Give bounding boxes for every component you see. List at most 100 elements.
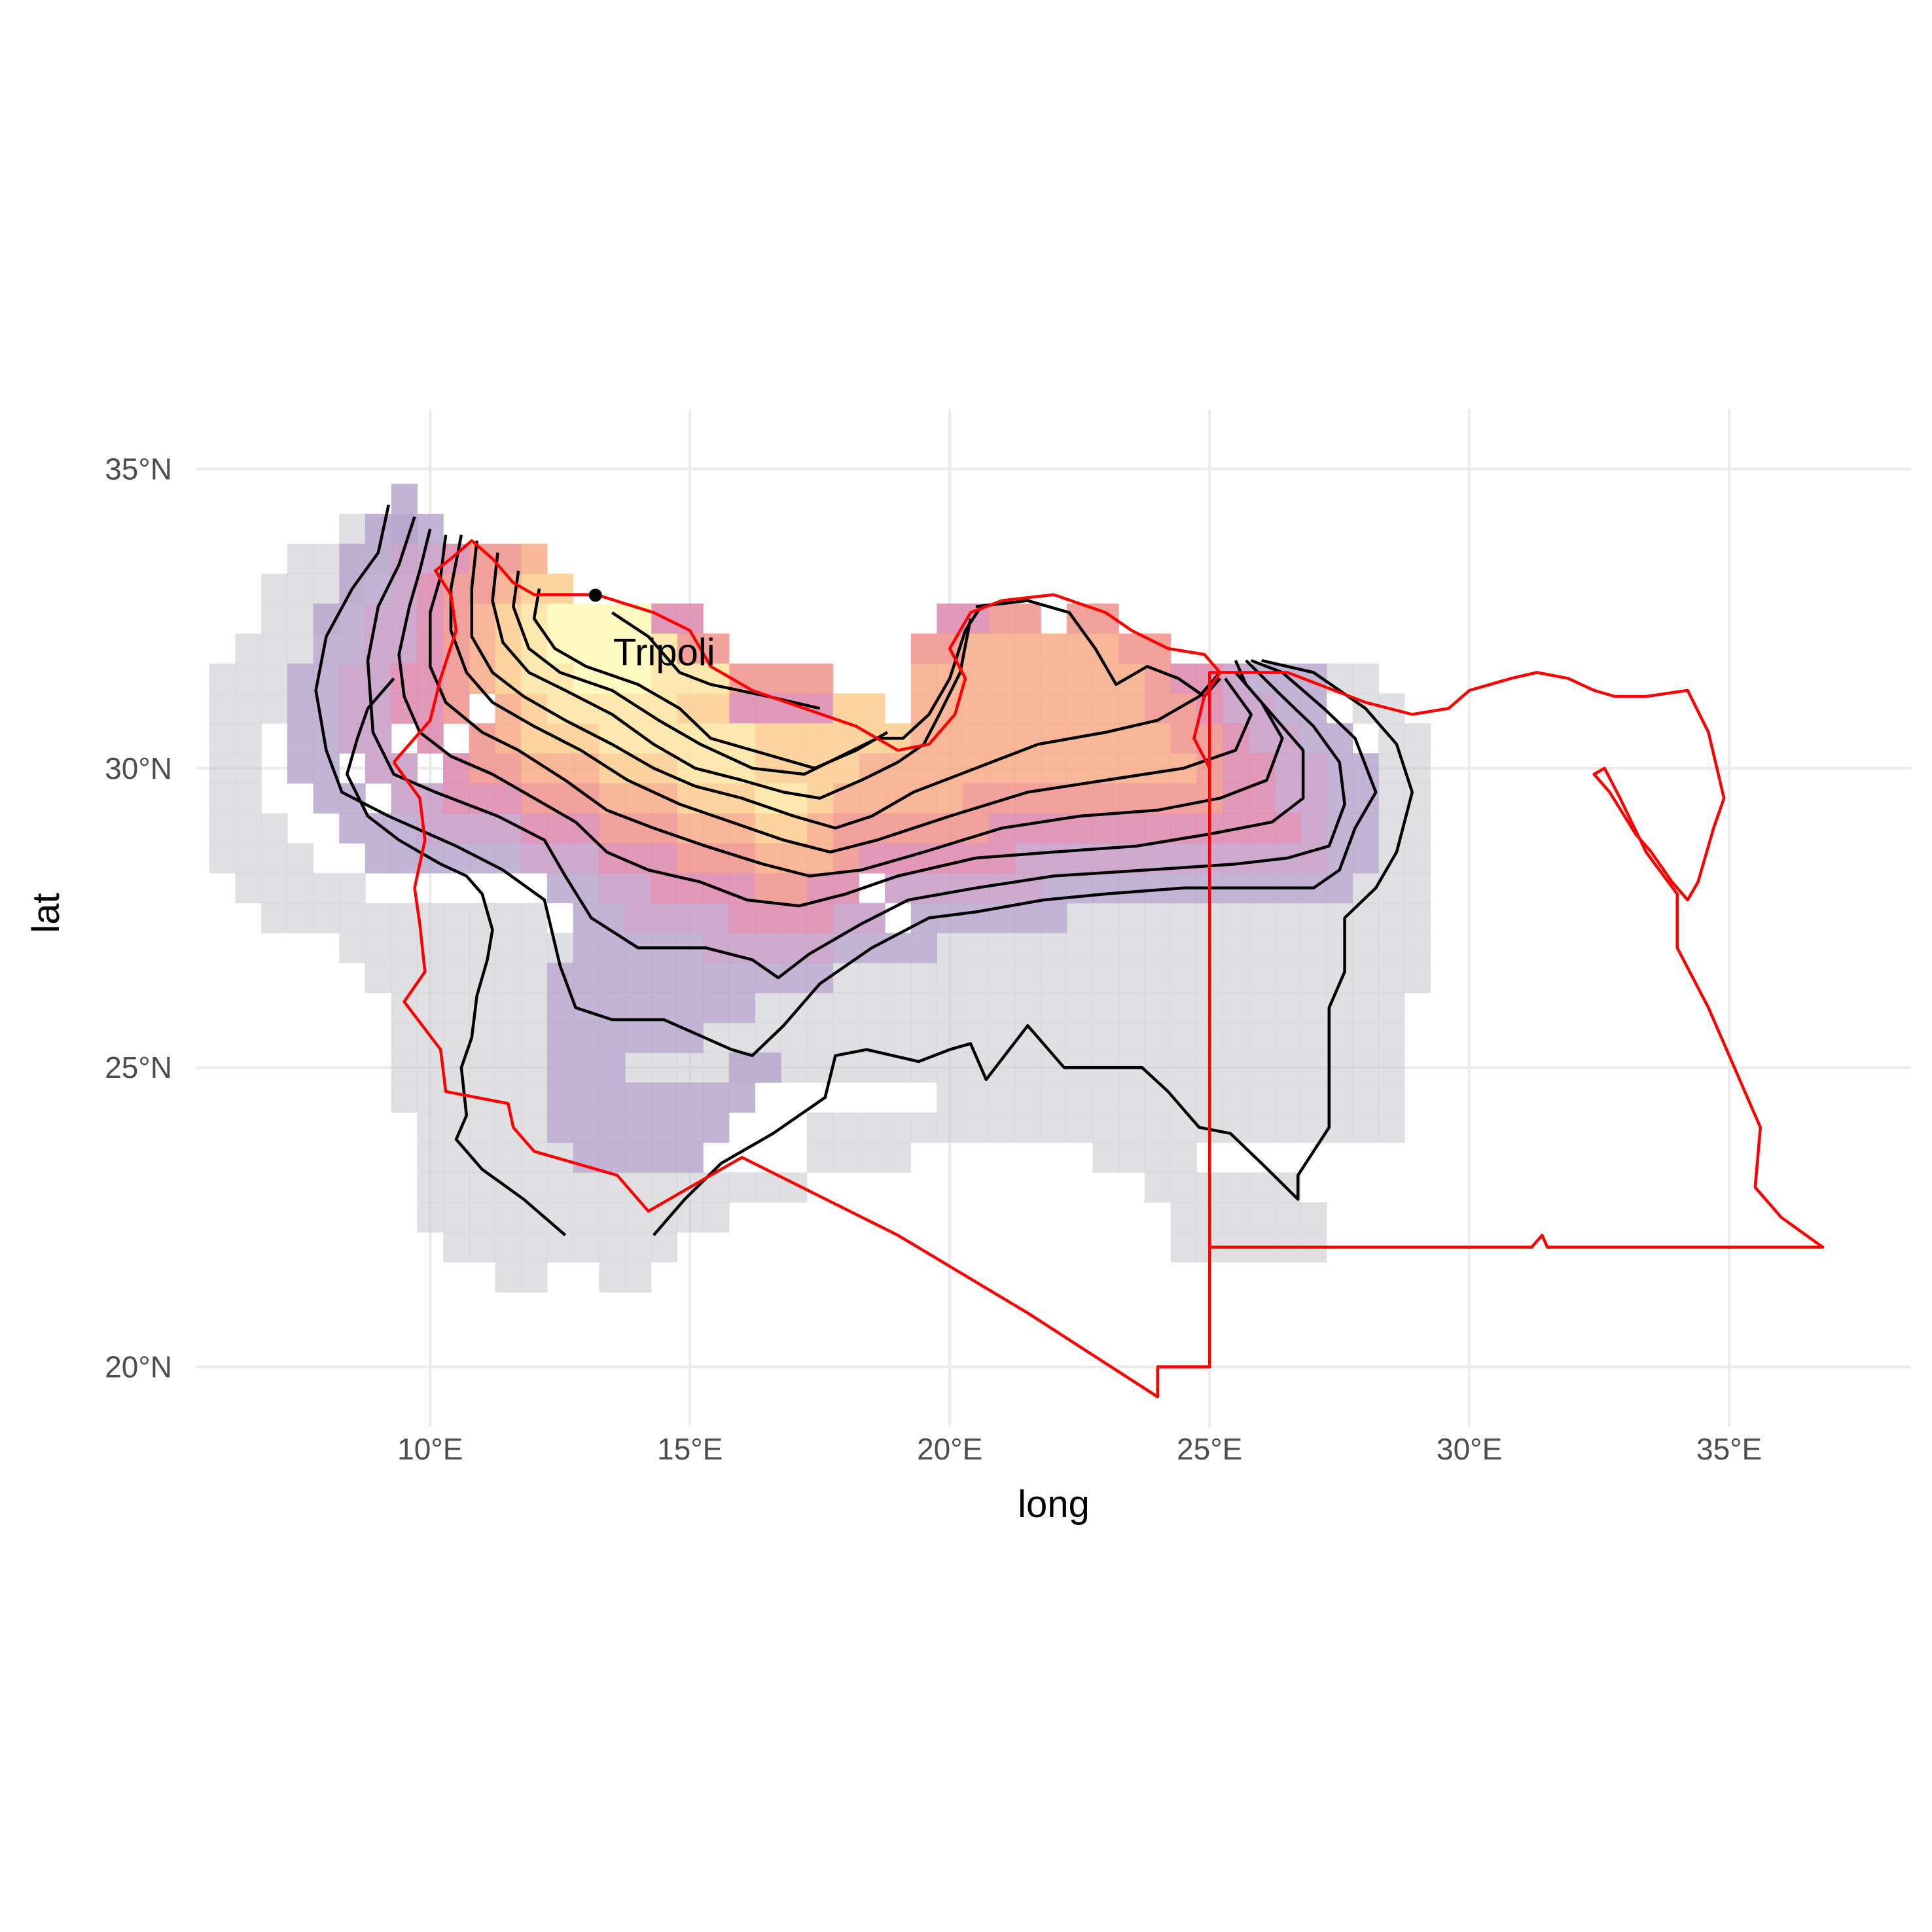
density-cell-level-2 [625,872,652,904]
density-cell-level-0 [495,1112,522,1143]
density-cell-level-1 [599,1052,626,1083]
density-cell-level-5 [1014,753,1041,784]
density-cell-level-3 [832,872,859,904]
density-cell-level-5 [937,783,963,814]
density-cell-level-1 [573,1112,599,1143]
density-cell-level-1 [573,1052,599,1083]
density-cell-level-1 [599,1022,626,1053]
density-cell-level-2 [625,903,652,933]
density-cell-level-0 [806,992,834,1024]
density-cell-level-1 [599,1082,626,1113]
density-cell-level-0 [1144,1142,1172,1173]
density-cell-level-0 [1014,992,1041,1024]
density-cell-level-2 [1066,843,1094,874]
density-cell-level-3 [1248,813,1275,844]
density-cell-level-0 [1092,1112,1119,1143]
density-cell-level-1 [546,1022,574,1053]
density-cell-level-4 [755,663,781,694]
density-cell-level-0 [1118,1082,1145,1113]
density-cell-level-0 [1274,963,1301,993]
density-cell-level-0 [1352,1082,1379,1113]
density-cell-level-0 [1378,992,1405,1024]
density-cell-level-0 [261,872,288,904]
density-cell-level-0 [910,1112,937,1143]
density-cell-level-0 [546,933,574,963]
density-cell-level-0 [209,753,236,784]
density-cell-level-0 [1092,933,1119,963]
density-cell-level-0 [1326,963,1353,993]
density-cell-level-0 [417,1052,444,1083]
density-cell-level-4 [677,843,704,874]
density-cell-level-0 [495,1142,522,1173]
y-tick-label: 20°N [105,1350,172,1384]
density-cell-level-8 [546,634,574,664]
density-cell-level-0 [417,992,444,1024]
density-cell-level-7 [546,693,574,724]
density-cell-level-0 [287,634,314,664]
density-cell-level-0 [391,1052,418,1083]
density-cell-level-0 [1041,1082,1067,1113]
density-cell-level-6 [781,723,808,754]
density-cell-level-0 [1223,963,1249,993]
density-cell-level-2 [988,872,1016,904]
density-cell-level-8 [546,603,574,634]
density-cell-level-0 [1326,903,1353,933]
density-cell-level-0 [1014,963,1041,993]
density-cell-level-1 [573,1022,599,1053]
density-cell-level-1 [677,1112,704,1143]
density-cell-level-1 [703,1112,730,1143]
density-cell-level-2 [1014,843,1041,874]
density-cell-level-0 [1326,933,1353,963]
density-cell-level-0 [1118,1142,1145,1173]
density-cell-level-7 [651,663,677,694]
x-tick-label: 15°E [657,1432,723,1466]
density-cell-level-0 [1092,1142,1119,1173]
density-cell-level-0 [209,693,236,724]
density-cell-level-0 [209,723,236,754]
density-cell-level-0 [261,843,288,874]
density-cell-level-0 [546,1172,574,1203]
egypt-boundary [1208,671,1825,1249]
density-cell-level-1 [365,843,392,874]
boundary-layer [392,539,1825,1399]
density-cell-level-1 [677,992,704,1024]
contour-layer [314,504,1414,1237]
density-cell-level-0 [1118,1112,1145,1143]
density-cell-level-0 [1223,1052,1249,1083]
density-cell-level-0 [235,813,262,844]
density-cell-level-0 [443,1142,470,1173]
density-cell-level-0 [391,933,418,963]
density-cell-level-0 [832,1022,859,1053]
density-cell-level-0 [1066,1022,1094,1053]
density-cell-level-0 [1326,1022,1353,1053]
density-cell-level-2 [651,903,677,933]
contour-line [512,570,982,776]
density-cell-level-0 [677,1202,704,1233]
contour-line [429,534,1284,878]
density-cell-level-0 [1352,933,1379,963]
density-cell-level-5 [937,723,963,754]
density-cell-level-6 [599,753,626,784]
density-cell-level-0 [1248,903,1275,933]
density-cell-level-0 [313,573,340,604]
density-cell-level-5 [1066,663,1094,694]
density-cell-level-0 [1404,933,1431,963]
density-cell-level-0 [521,963,548,993]
density-cell-level-0 [1041,992,1067,1024]
density-cell-level-0 [806,1112,834,1143]
density-cell-level-0 [209,813,236,844]
density-cell-level-4 [1118,634,1145,664]
density-cell-level-0 [495,1052,522,1083]
density-cell-level-5 [806,813,834,844]
x-tick-label: 10°E [397,1432,463,1466]
density-cell-level-0 [1300,1202,1327,1233]
density-cell-level-5 [1144,753,1172,784]
density-cell-level-5 [521,753,548,784]
density-cell-level-0 [1092,903,1119,933]
density-cell-level-0 [1223,1022,1249,1053]
density-cell-level-8 [625,634,652,664]
density-cell-level-3 [443,783,470,814]
density-cell-level-0 [339,514,366,545]
density-cell-level-1 [339,813,366,844]
density-cell-level-0 [1041,1112,1067,1143]
